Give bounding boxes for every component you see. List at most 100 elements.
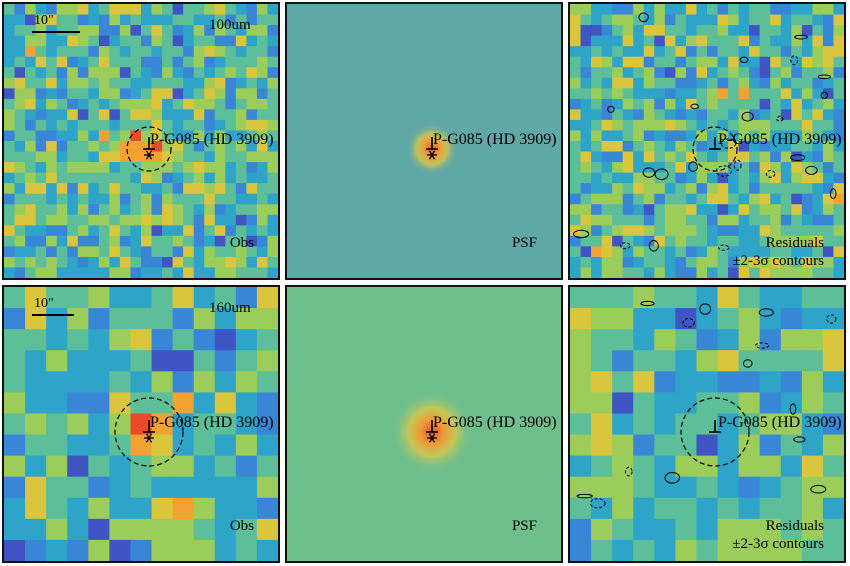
pixel: [749, 151, 761, 163]
pixel: [119, 88, 132, 100]
pixel: [246, 67, 258, 79]
pixel: [580, 77, 592, 89]
pixel: [119, 130, 132, 142]
pixel: [172, 25, 184, 37]
pixel: [749, 141, 761, 153]
pixel: [246, 172, 258, 184]
pixel: [109, 235, 121, 247]
pixel: [56, 172, 68, 184]
pixel: [591, 329, 613, 351]
pixel: [88, 172, 100, 184]
pixel: [654, 392, 676, 415]
pixel: [601, 109, 613, 121]
pixel: [696, 392, 719, 415]
pixel: [801, 130, 813, 142]
pixel: [119, 14, 132, 26]
pixel: [35, 98, 47, 110]
pixel: [256, 67, 269, 79]
pixel: [570, 308, 592, 330]
pixel: [246, 246, 258, 258]
pixel: [654, 455, 676, 478]
pixel: [591, 225, 603, 237]
pixel: [833, 214, 844, 226]
pixel: [822, 246, 835, 258]
pixel: [98, 109, 110, 121]
pixel: [46, 413, 68, 436]
pixel: [633, 119, 645, 132]
pixel: [67, 56, 79, 68]
pixel: [204, 235, 216, 247]
scale-label: 10": [34, 296, 54, 311]
pixel: [570, 67, 582, 79]
pixel: [141, 204, 153, 216]
pixel: [707, 130, 719, 142]
pixel: [633, 46, 645, 58]
pixel: [151, 109, 163, 121]
pixel: [791, 246, 803, 258]
band-label: 100um: [209, 17, 251, 33]
pixel: [675, 183, 687, 195]
pixel: [67, 162, 79, 174]
pixel: [162, 14, 174, 26]
pixel: [172, 235, 184, 247]
pixel: [780, 183, 792, 195]
pixel: [225, 46, 237, 58]
pixel: [812, 119, 824, 132]
residual-contour: [733, 159, 742, 171]
pixel: [162, 162, 174, 174]
pixel: [235, 35, 247, 47]
pixel: [56, 56, 68, 68]
pixel: [246, 56, 258, 68]
pixel: [612, 225, 624, 237]
pixel: [46, 235, 58, 247]
pixel: [14, 267, 26, 278]
pixel: [130, 46, 142, 58]
pixel: [214, 329, 237, 351]
pixel: [109, 172, 121, 184]
pixel: [204, 4, 216, 16]
pixel: [791, 235, 803, 247]
pixel: [25, 172, 37, 184]
pixel: [204, 172, 216, 184]
pixel: [25, 246, 37, 258]
pixel: [67, 109, 79, 121]
pixel: [193, 287, 216, 309]
pixel: [580, 172, 592, 184]
pixel: [570, 88, 582, 100]
pixel: [172, 214, 184, 226]
pixel: [109, 77, 121, 89]
pixel: [770, 256, 782, 269]
pixel: [214, 183, 226, 195]
pixel: [696, 267, 708, 278]
pixel: [685, 46, 698, 58]
pixel: [109, 497, 132, 520]
pixel: [664, 235, 676, 247]
pixel: [25, 235, 37, 247]
pixel: [46, 77, 58, 89]
pixel: [267, 183, 278, 195]
pixel: [601, 88, 613, 100]
pixel: [67, 172, 79, 184]
pixel: [4, 256, 16, 269]
pixel: [707, 88, 719, 100]
pixel: [56, 162, 68, 174]
pixel: [780, 392, 803, 415]
pixel: [633, 4, 645, 16]
pixel: [67, 141, 79, 153]
pixel: [77, 119, 89, 132]
pixel: [791, 162, 803, 174]
pixel: [601, 130, 613, 142]
pixel: [141, 246, 153, 258]
pixel: [225, 119, 237, 132]
pixel: [749, 130, 761, 142]
pixel: [214, 308, 237, 330]
pixel: [256, 172, 269, 184]
pixel: [119, 4, 132, 16]
pixel: [256, 119, 269, 132]
pixel: [580, 35, 592, 47]
pixel: [267, 98, 278, 110]
pixel: [654, 67, 666, 79]
pixel: [643, 56, 655, 68]
pixel: [643, 109, 655, 121]
pixel: [88, 109, 100, 121]
